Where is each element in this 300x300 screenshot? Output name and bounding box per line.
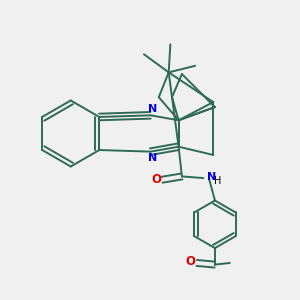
Text: O: O <box>186 255 196 268</box>
Text: H: H <box>214 176 222 186</box>
Text: O: O <box>151 173 161 186</box>
Text: N: N <box>148 153 157 163</box>
Text: N: N <box>207 172 216 182</box>
Text: N: N <box>148 104 157 114</box>
